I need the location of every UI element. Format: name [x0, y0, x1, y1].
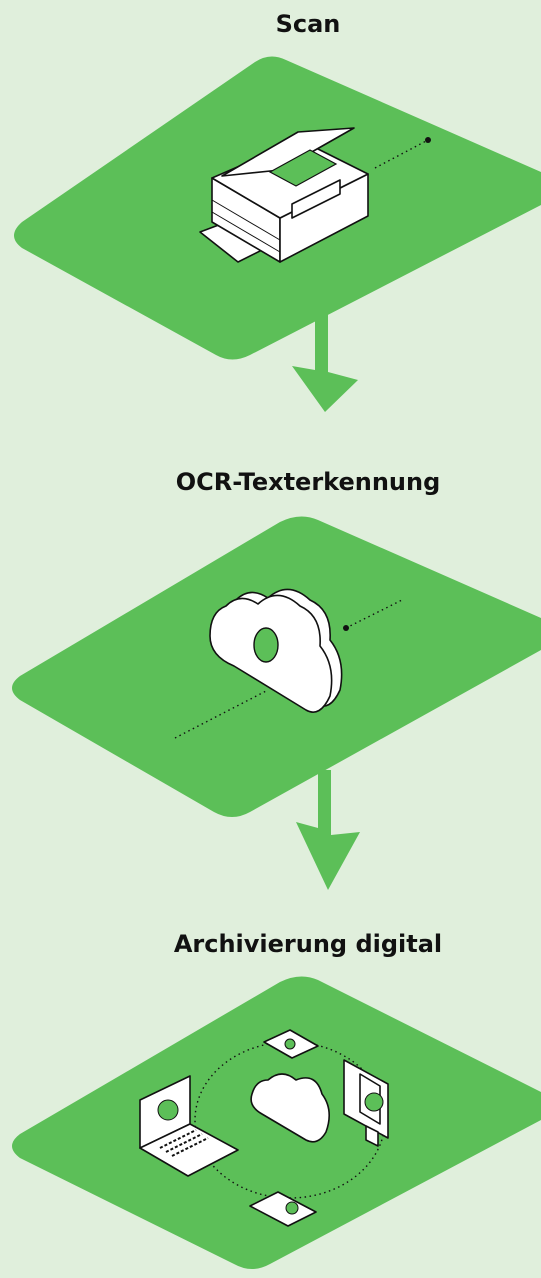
process-diagram: Scan OCR-Texterkennung Archivierung: [0, 0, 541, 1278]
step-scan: Scan: [14, 10, 541, 412]
arrow: [296, 770, 360, 890]
step-archive: Archivierung digital: [12, 930, 541, 1269]
step-title: Scan: [276, 10, 341, 38]
step-title: OCR-Texterkennung: [176, 468, 441, 496]
step-ocr: OCR-Texterkennung: [12, 468, 541, 890]
step-title: Archivierung digital: [174, 930, 442, 958]
